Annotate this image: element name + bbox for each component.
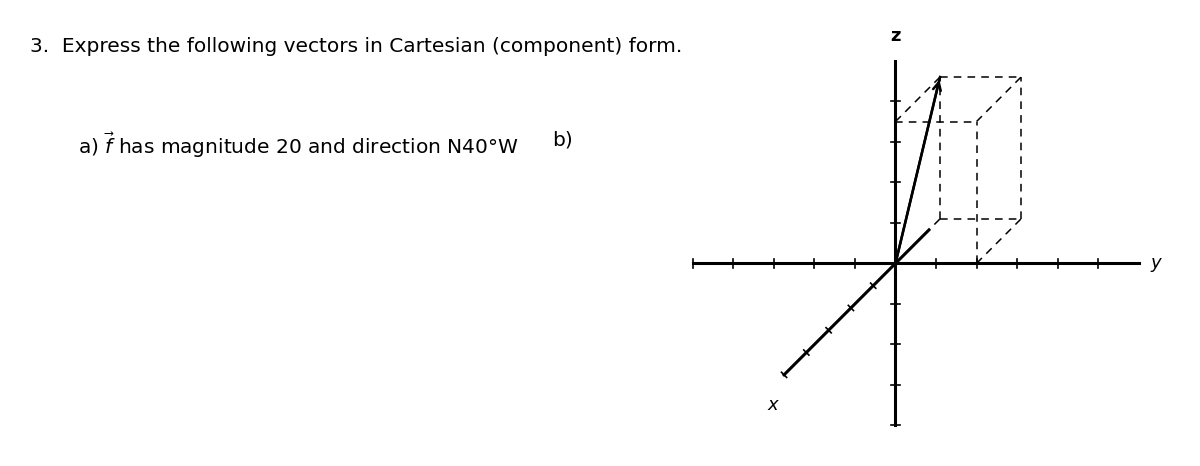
Text: x: x	[768, 396, 779, 414]
Text: y: y	[1151, 254, 1162, 273]
Text: 3.  Express the following vectors in Cartesian (component) form.: 3. Express the following vectors in Cart…	[30, 37, 683, 56]
Text: z: z	[890, 27, 901, 45]
Text: b): b)	[552, 130, 572, 150]
Text: a) $\vec{f}$ has magnitude 20 and direction N40°W: a) $\vec{f}$ has magnitude 20 and direct…	[78, 130, 518, 160]
